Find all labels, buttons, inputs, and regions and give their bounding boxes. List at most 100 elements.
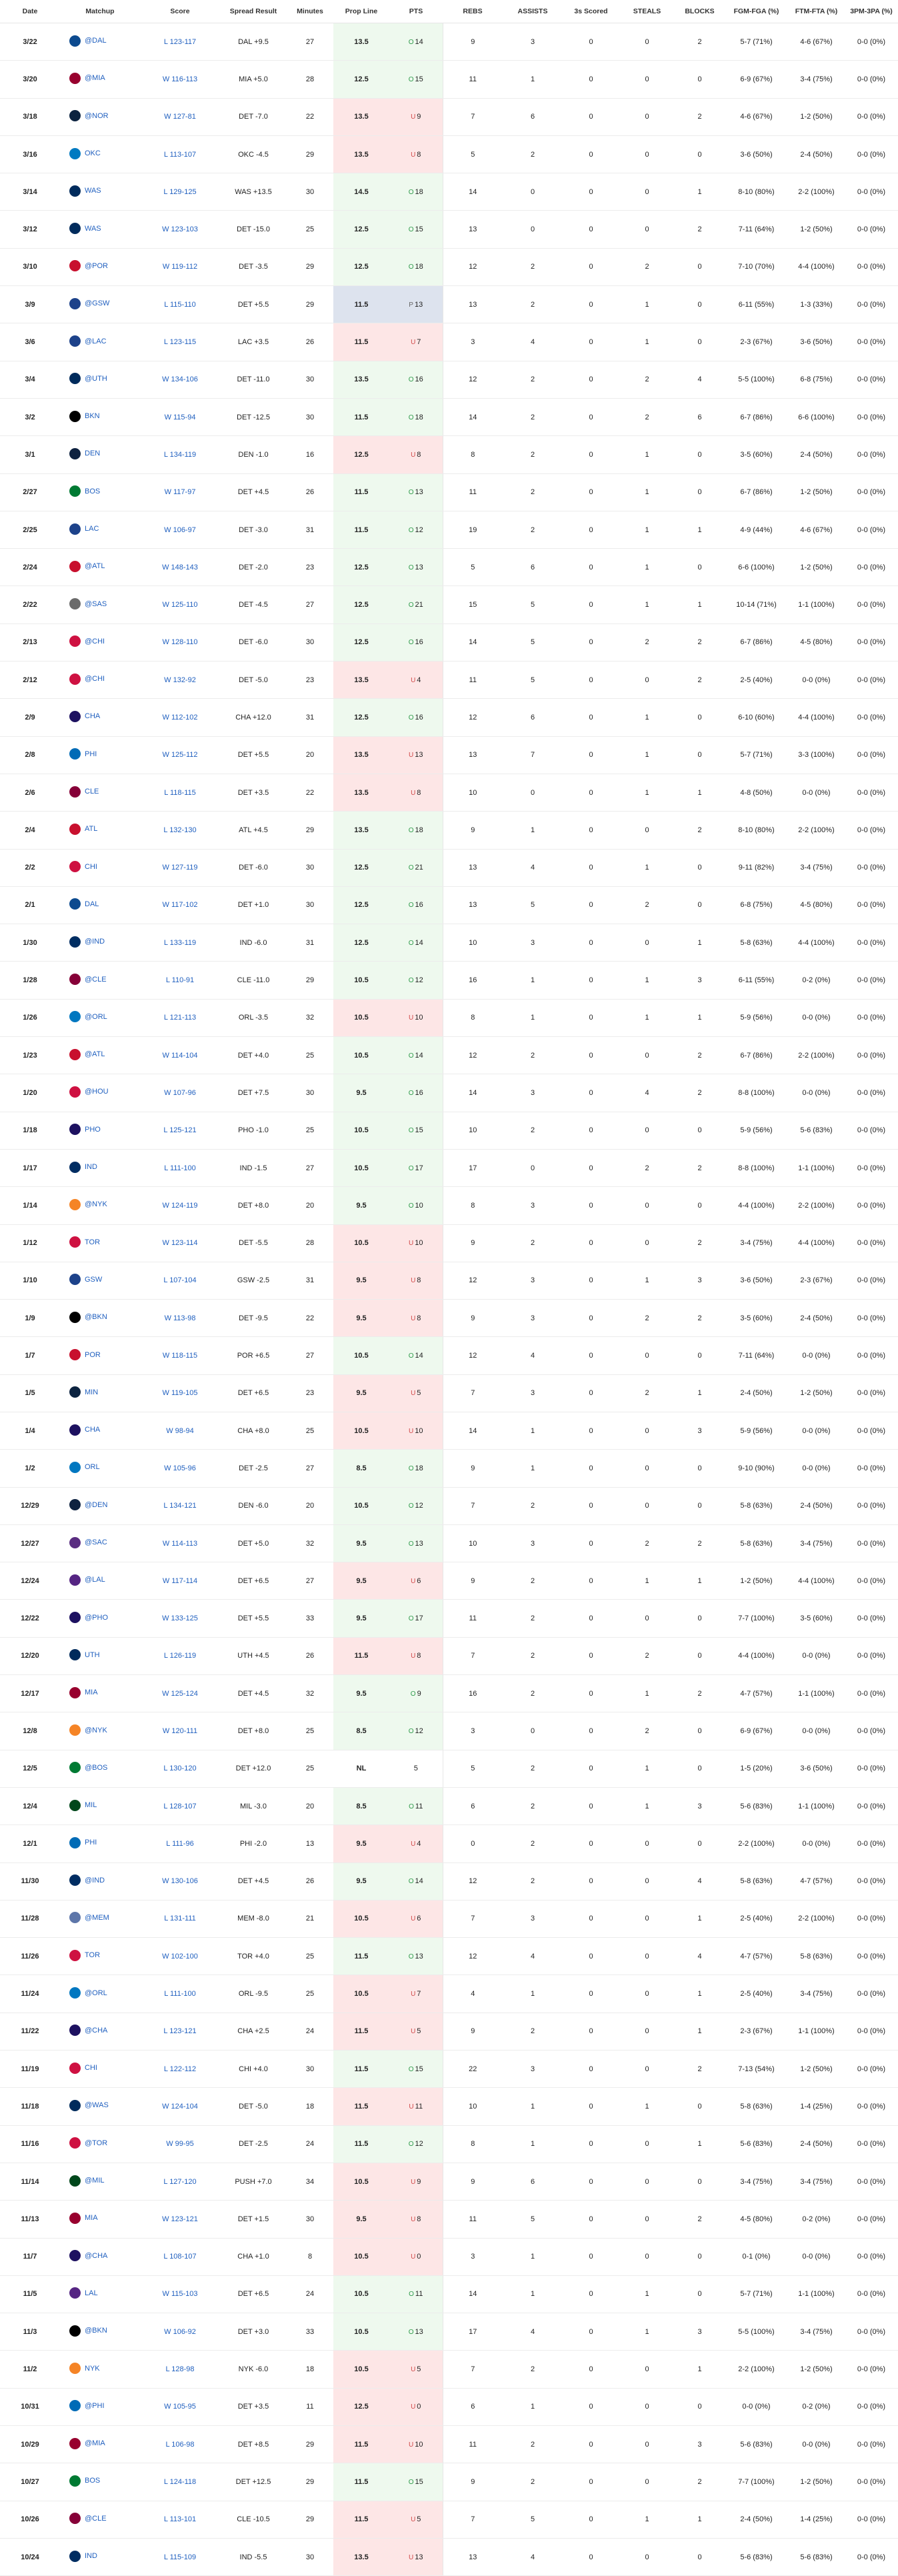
table-row[interactable]: 3/10 @POR W 119-112 DET -3.5 29 12.5 O 18 12 2 0 2 0… xyxy=(0,248,898,287)
table-row[interactable]: 2/22 @SAS W 125-110 DET -4.5 27 12.5 O 21 15 5 0 1 1… xyxy=(0,585,898,624)
matchup-cell[interactable]: @POR xyxy=(60,248,140,287)
table-row[interactable]: 10/27 BOS L 124-118 DET +12.5 29 11.5 O 15 9 2 0 0 2… xyxy=(0,2463,898,2501)
game-score[interactable]: L 134-121 xyxy=(140,1487,220,1525)
game-score[interactable]: L 124-118 xyxy=(140,2463,220,2501)
table-row[interactable]: 3/22 @DAL L 123-117 DAL +9.5 27 13.5 O 14 9 3 0 0 2 5… xyxy=(0,23,898,61)
game-score[interactable]: L 121-113 xyxy=(140,999,220,1038)
opponent-label[interactable]: @CLE xyxy=(85,2514,107,2523)
game-score[interactable]: L 133-119 xyxy=(140,924,220,962)
table-row[interactable]: 3/9 @GSW L 115-110 DET +5.5 29 11.5 P 13 13 2 0 1 0 6… xyxy=(0,285,898,324)
game-score[interactable]: W 105-96 xyxy=(140,1449,220,1488)
matchup-cell[interactable]: LAC xyxy=(60,511,140,549)
game-score[interactable]: L 115-109 xyxy=(140,2538,220,2576)
matchup-cell[interactable]: CHI xyxy=(60,2050,140,2089)
matchup-cell[interactable]: @BKN xyxy=(60,2313,140,2351)
table-row[interactable]: 3/14 WAS L 129-125 WAS +13.5 30 14.5 O 18 14 0 0 0 1… xyxy=(0,173,898,211)
table-row[interactable]: 11/19 CHI L 122-112 CHI +4.0 30 11.5 O 15 22 3 0 0 2… xyxy=(0,2050,898,2089)
table-row[interactable]: 1/9 @BKN W 113-98 DET -9.5 22 9.5 U 8 9 3 0 2 2 3-5 (… xyxy=(0,1299,898,1338)
game-score[interactable]: W 115-94 xyxy=(140,398,220,437)
opponent-label[interactable]: @BKN xyxy=(85,2327,107,2335)
opponent-label[interactable]: TOR xyxy=(85,1238,101,1246)
opponent-label[interactable]: LAC xyxy=(85,525,99,533)
matchup-cell[interactable]: @BKN xyxy=(60,1299,140,1338)
game-score[interactable]: L 126-119 xyxy=(140,1637,220,1676)
table-row[interactable]: 10/31 @PHI W 105-95 DET +3.5 11 12.5 U 0 6 1 0 0 0 0-… xyxy=(0,2388,898,2427)
game-score[interactable]: W 120-111 xyxy=(140,1712,220,1750)
table-row[interactable]: 1/17 IND L 111-100 IND -1.5 27 10.5 O 17 17 0 0 2 2 8… xyxy=(0,1149,898,1188)
matchup-cell[interactable]: @ATL xyxy=(60,548,140,587)
matchup-cell[interactable]: TOR xyxy=(60,1224,140,1262)
game-score[interactable]: W 107-96 xyxy=(140,1074,220,1112)
opponent-label[interactable]: BOS xyxy=(85,2477,101,2485)
game-score[interactable]: L 111-96 xyxy=(140,1824,220,1863)
opponent-label[interactable]: ATL xyxy=(85,825,98,834)
game-score[interactable]: W 99-95 xyxy=(140,2125,220,2163)
opponent-label[interactable]: @NYK xyxy=(85,1200,107,1209)
game-score[interactable]: L 132-130 xyxy=(140,811,220,850)
table-row[interactable]: 10/29 @MIA L 106-98 DET +8.5 29 11.5 U 10 11 2 0 0 3… xyxy=(0,2425,898,2464)
table-row[interactable]: 11/18 @WAS W 124-104 DET -5.0 18 11.5 U 11 10 1 0 1… xyxy=(0,2087,898,2126)
matchup-cell[interactable]: ATL xyxy=(60,811,140,850)
game-score[interactable]: W 117-102 xyxy=(140,886,220,925)
opponent-label[interactable]: POR xyxy=(85,1350,101,1359)
table-row[interactable]: 1/2 ORL W 105-96 DET -2.5 27 8.5 O 18 9 1 0 0 0 9-10 … xyxy=(0,1449,898,1488)
matchup-cell[interactable]: @ORL xyxy=(60,999,140,1038)
matchup-cell[interactable]: @LAL xyxy=(60,1562,140,1600)
opponent-label[interactable]: @WAS xyxy=(85,2101,109,2110)
matchup-cell[interactable]: @GSW xyxy=(60,285,140,324)
opponent-label[interactable]: GSW xyxy=(85,1275,103,1284)
table-row[interactable]: 12/1 PHI L 111-96 PHI -2.0 13 9.5 U 4 0 2 0 0 0 2-2 (… xyxy=(0,1824,898,1863)
opponent-label[interactable]: DEN xyxy=(85,449,101,458)
matchup-cell[interactable]: @PHI xyxy=(60,2388,140,2427)
matchup-cell[interactable]: @LAC xyxy=(60,323,140,361)
matchup-cell[interactable]: GSW xyxy=(60,1262,140,1300)
opponent-label[interactable]: LAL xyxy=(85,2289,98,2297)
opponent-label[interactable]: PHI xyxy=(85,750,97,758)
table-row[interactable]: 12/24 @LAL W 117-114 DET +6.5 27 9.5 U 6 9 2 0 1 1 1-… xyxy=(0,1562,898,1600)
table-row[interactable]: 12/5 @BOS L 130-120 DET +12.0 25 NL 5 5 2 0 1 0 1-5 … xyxy=(0,1750,898,1788)
table-row[interactable]: 3/20 @MIA W 116-113 MIA +5.0 28 12.5 O 15 11 1 0 0 0… xyxy=(0,60,898,99)
game-score[interactable]: W 114-104 xyxy=(140,1036,220,1075)
game-score[interactable]: W 134-106 xyxy=(140,361,220,399)
table-row[interactable]: 2/25 LAC W 106-97 DET -3.0 31 11.5 O 12 19 2 0 1 1 4-… xyxy=(0,511,898,549)
opponent-label[interactable]: @MIA xyxy=(85,2439,105,2448)
opponent-label[interactable]: @PHI xyxy=(85,2401,105,2410)
table-row[interactable]: 3/4 @UTH W 134-106 DET -11.0 30 13.5 O 16 12 2 0 2 4… xyxy=(0,361,898,399)
game-score[interactable]: W 118-115 xyxy=(140,1336,220,1375)
game-score[interactable]: W 117-114 xyxy=(140,1562,220,1600)
matchup-cell[interactable]: MIA xyxy=(60,1674,140,1713)
opponent-label[interactable]: @GSW xyxy=(85,299,110,308)
game-score[interactable]: L 128-98 xyxy=(140,2350,220,2389)
table-row[interactable]: 12/8 @NYK W 120-111 DET +8.0 25 8.5 O 12 3 0 0 2 0 6-… xyxy=(0,1712,898,1750)
table-row[interactable]: 1/18 PHO L 125-121 PHO -1.0 25 10.5 O 15 10 2 0 0 0 5… xyxy=(0,1112,898,1150)
table-row[interactable]: 11/16 @TOR W 99-95 DET -2.5 24 11.5 O 12 8 1 0 0 1 5-… xyxy=(0,2125,898,2163)
game-score[interactable]: W 125-110 xyxy=(140,585,220,624)
opponent-label[interactable]: TOR xyxy=(85,1951,101,1960)
col-header-date[interactable]: Date xyxy=(0,0,60,23)
table-row[interactable]: 12/4 MIL L 128-107 MIL -3.0 20 8.5 O 11 6 2 0 1 3 5-6… xyxy=(0,1787,898,1826)
table-row[interactable]: 2/13 @CHI W 128-110 DET -6.0 30 12.5 O 16 14 5 0 2 2… xyxy=(0,623,898,662)
table-row[interactable]: 1/10 GSW L 107-104 GSW -2.5 31 9.5 U 8 12 3 0 1 3 3-6… xyxy=(0,1262,898,1300)
game-score[interactable]: W 105-95 xyxy=(140,2388,220,2427)
opponent-label[interactable]: @CLE xyxy=(85,975,107,984)
table-row[interactable]: 3/2 BKN W 115-94 DET -12.5 30 11.5 O 18 14 2 0 2 6 6-… xyxy=(0,398,898,437)
opponent-label[interactable]: @LAC xyxy=(85,337,107,345)
game-score[interactable]: W 127-81 xyxy=(140,98,220,136)
matchup-cell[interactable]: BOS xyxy=(60,2463,140,2501)
opponent-label[interactable]: MIN xyxy=(85,1388,99,1396)
matchup-cell[interactable]: @UTH xyxy=(60,361,140,399)
game-score[interactable]: W 124-104 xyxy=(140,2087,220,2126)
game-score[interactable]: W 106-92 xyxy=(140,2313,220,2351)
opponent-label[interactable]: @NOR xyxy=(85,111,109,120)
opponent-label[interactable]: @IND xyxy=(85,1876,105,1884)
matchup-cell[interactable]: @ORL xyxy=(60,1975,140,2013)
table-row[interactable]: 1/4 CHA W 98-94 CHA +8.0 25 10.5 U 10 14 1 0 0 3 5-9 … xyxy=(0,1412,898,1450)
matchup-cell[interactable]: @NYK xyxy=(60,1712,140,1750)
game-score[interactable]: W 117-97 xyxy=(140,473,220,511)
game-score[interactable]: W 130-106 xyxy=(140,1862,220,1900)
table-row[interactable]: 12/29 @DEN L 134-121 DEN -6.0 20 10.5 O 12 7 2 0 0 0… xyxy=(0,1487,898,1525)
matchup-cell[interactable]: @CHA xyxy=(60,2238,140,2276)
matchup-cell[interactable]: @HOU xyxy=(60,1074,140,1112)
opponent-label[interactable]: BKN xyxy=(85,412,100,421)
matchup-cell[interactable]: @TOR xyxy=(60,2125,140,2163)
